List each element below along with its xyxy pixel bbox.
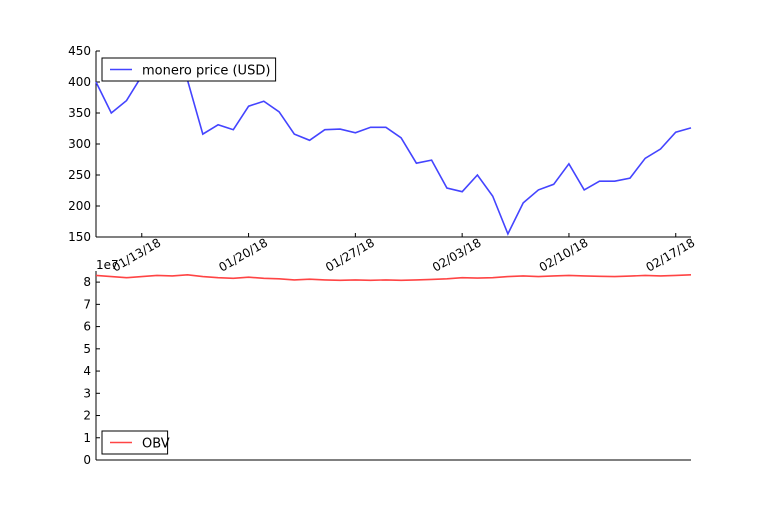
y-tick-label: 300 (68, 137, 91, 151)
legend-box (101, 430, 169, 455)
y-tick-label: 1 (83, 431, 91, 445)
y-tick-label: 5 (83, 342, 91, 356)
legend-box (101, 57, 277, 82)
y-tick-label: 6 (83, 320, 91, 334)
offset-label: 1e7 (96, 258, 119, 272)
y-tick-label: 350 (68, 106, 91, 120)
y-tick-label: 150 (68, 230, 91, 244)
y-tick-label: 400 (68, 75, 91, 89)
y-tick-label: 3 (83, 386, 91, 400)
legend-label: OBV (142, 437, 170, 452)
y-tick-label: 4 (83, 364, 91, 378)
x-tick-label: 02/10/18 (537, 235, 591, 274)
y-tick-label: 0 (83, 453, 91, 467)
y-tick-label: 450 (68, 44, 91, 58)
x-tick-label: 02/03/18 (430, 235, 484, 274)
y-tick-label: 200 (68, 199, 91, 213)
x-tick-label: 01/20/18 (216, 235, 270, 274)
y-tick-label: 8 (83, 275, 91, 289)
y-tick-label: 2 (83, 409, 91, 423)
line-series (95, 71, 692, 236)
line-series (95, 273, 692, 282)
x-tick-label: 02/17/18 (644, 235, 698, 274)
y-tick-label: 250 (68, 168, 91, 182)
legend-label: monero price (USD) (142, 64, 270, 79)
y-tick-label: 7 (83, 297, 91, 311)
x-tick-label: 01/27/18 (323, 235, 377, 274)
